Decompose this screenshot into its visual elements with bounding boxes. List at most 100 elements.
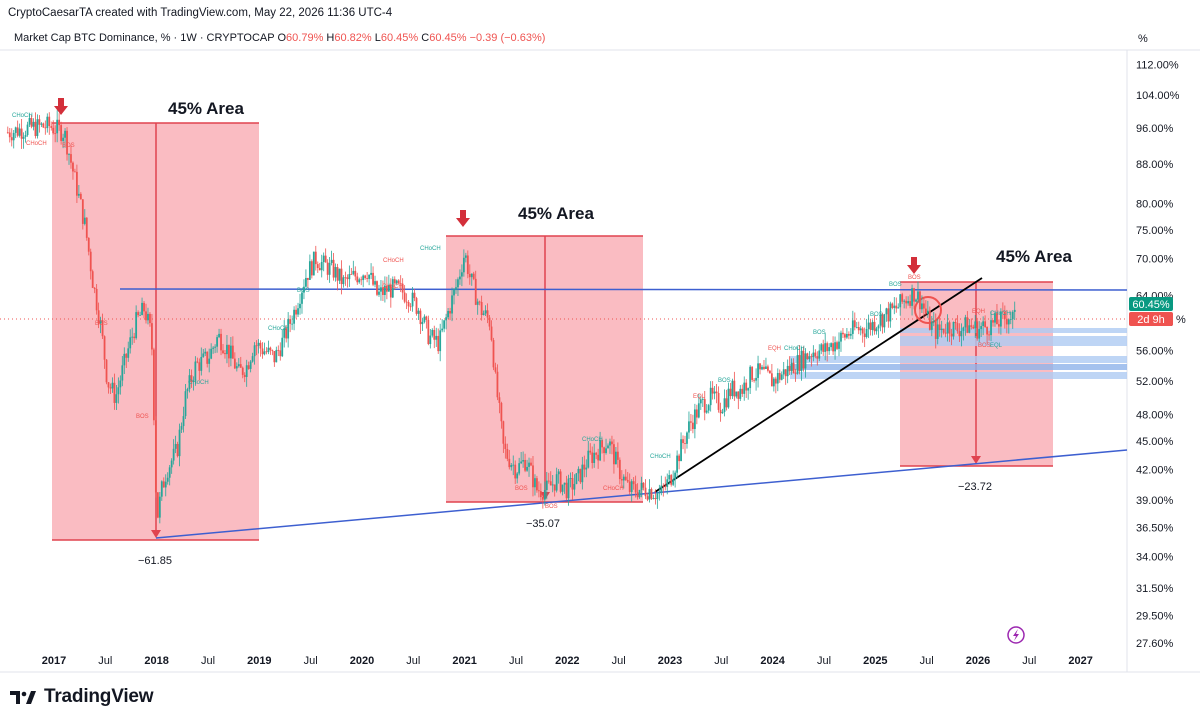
y-tick-label: 27.60% xyxy=(1136,638,1174,650)
candle-body xyxy=(865,329,868,338)
candle-body xyxy=(595,452,598,455)
x-tick-label: 2020 xyxy=(350,655,374,667)
candle-body xyxy=(883,314,886,328)
candle-body xyxy=(853,320,856,328)
candle-body xyxy=(399,283,402,285)
candle-body xyxy=(156,492,159,518)
candle-body xyxy=(340,268,343,285)
candle-body xyxy=(887,308,890,322)
candle-body xyxy=(14,127,17,133)
breakdown-circle xyxy=(914,296,942,324)
drop-label-1: −61.85 xyxy=(138,555,172,567)
candle-body xyxy=(930,321,933,330)
candle-body xyxy=(713,391,716,394)
candle-body xyxy=(38,119,41,125)
candle-body xyxy=(998,324,1000,327)
candle-body xyxy=(656,493,659,500)
candle-body xyxy=(101,320,104,337)
candle-body xyxy=(885,308,888,315)
candle-body xyxy=(970,325,973,327)
candle-body xyxy=(350,274,353,275)
candle-body xyxy=(593,452,596,463)
candle-body xyxy=(214,346,217,348)
y-tick-label: 36.50% xyxy=(1136,522,1174,534)
y-axis[interactable]: 112.00% 104.00% 96.00% 88.00% 80.00% 75.00% 70… xyxy=(1136,59,1180,649)
candle-body xyxy=(844,334,846,338)
candle-body xyxy=(352,270,355,275)
candle-body xyxy=(271,350,274,352)
candle-body xyxy=(457,279,459,288)
candle-body xyxy=(500,402,503,422)
svg-text:BOS: BOS xyxy=(62,143,75,149)
candle-body xyxy=(145,311,147,321)
candle-body xyxy=(117,387,120,395)
candle-body xyxy=(131,336,134,338)
candle-body xyxy=(579,468,582,483)
candle-body xyxy=(188,375,191,390)
candle-body xyxy=(919,291,921,310)
candle-body xyxy=(573,483,576,490)
candle-body xyxy=(528,462,530,467)
candle-body xyxy=(115,394,118,403)
candle-body xyxy=(419,310,422,325)
candle-body xyxy=(680,439,682,462)
symbol-name: Market Cap BTC Dominance, % · 1W · CRYPT… xyxy=(14,32,275,44)
candle-body xyxy=(976,321,979,339)
candle-body xyxy=(589,450,592,453)
candle-body xyxy=(731,380,734,397)
candle-body xyxy=(784,369,787,377)
candle-body xyxy=(826,343,829,352)
candle-body xyxy=(964,317,967,328)
candle-body xyxy=(751,366,754,380)
candle-body xyxy=(143,302,145,312)
area-label-2: 45% Area xyxy=(518,204,594,223)
candle-body xyxy=(646,496,649,500)
x-axis[interactable]: 2017 Jul 2018 Jul 2019 Jul 2020 Jul 2021 Jul 2022 J… xyxy=(42,655,1093,667)
candle-body xyxy=(459,276,461,280)
candle-body xyxy=(291,323,294,325)
candle-body xyxy=(518,463,521,474)
candle-body xyxy=(962,327,965,331)
candle-body xyxy=(990,320,992,336)
candle-body xyxy=(196,361,199,363)
change-value: −0.39 (−0.63%) xyxy=(469,32,546,44)
candle-body xyxy=(563,482,566,485)
area-label-1: 45% Area xyxy=(168,99,244,118)
candle-body xyxy=(393,279,396,284)
candle-body xyxy=(42,123,45,128)
candle-body xyxy=(980,326,983,330)
candle-body xyxy=(470,273,473,278)
candle-body xyxy=(972,326,975,329)
tradingview-brand[interactable]: TradingView xyxy=(10,686,154,708)
candle-body xyxy=(761,366,763,370)
x-tick-label: Jul xyxy=(817,655,831,667)
candle-body xyxy=(632,481,635,485)
candle-body xyxy=(818,350,821,359)
candle-body xyxy=(697,403,700,418)
candle-body xyxy=(208,358,211,364)
candle-body xyxy=(974,321,977,329)
candle-body xyxy=(628,481,631,492)
candle-body xyxy=(526,466,528,471)
candle-body xyxy=(496,371,499,398)
candle-body xyxy=(198,362,201,371)
candle-body xyxy=(212,347,215,349)
drop-label-3: −23.72 xyxy=(958,481,992,493)
candle-body xyxy=(782,369,785,375)
candle-body xyxy=(93,287,96,289)
candle-body xyxy=(151,323,153,350)
candle-body xyxy=(265,351,268,353)
candle-body xyxy=(616,451,619,460)
candle-body xyxy=(966,317,969,333)
candle-body xyxy=(54,133,57,134)
candle-body xyxy=(664,486,667,488)
candle-body xyxy=(283,328,286,338)
candle-body xyxy=(988,334,990,336)
candle-body xyxy=(109,387,112,389)
candle-body xyxy=(289,319,292,324)
candle-body xyxy=(318,268,321,271)
lightning-icon[interactable] xyxy=(1007,626,1025,644)
candle-body xyxy=(776,373,779,384)
candle-body xyxy=(770,373,773,387)
